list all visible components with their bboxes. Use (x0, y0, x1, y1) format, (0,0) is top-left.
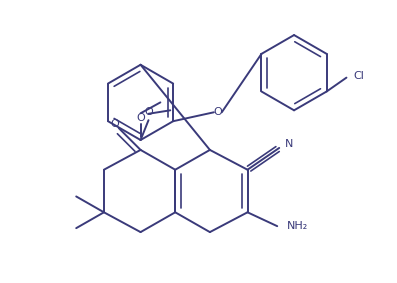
Text: NH₂: NH₂ (287, 221, 308, 231)
Text: O: O (214, 107, 222, 117)
Text: O: O (136, 113, 145, 123)
Text: N: N (285, 139, 293, 149)
Text: Cl: Cl (353, 71, 364, 81)
Text: O: O (144, 107, 153, 117)
Text: O: O (110, 119, 119, 129)
